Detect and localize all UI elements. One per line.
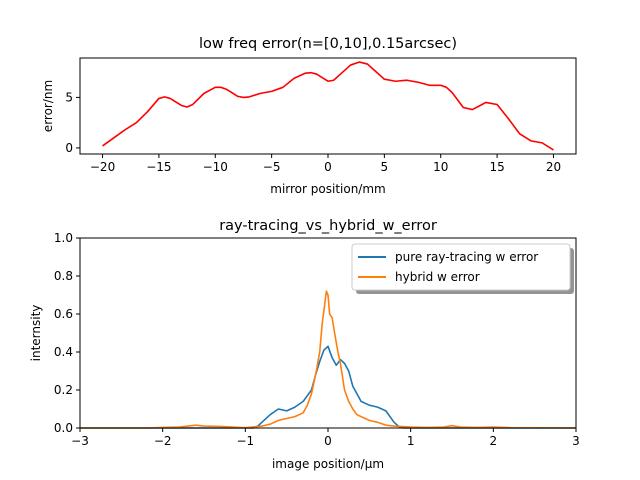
x-tick-label: −3 [71, 434, 89, 448]
x-tick-label: −1 [236, 434, 254, 448]
chart-panel-ray-tracing-vs-hybrid: ray-tracing_vs_hybrid_w_error internsity… [29, 218, 580, 471]
legend-label-pure-ray-tracing: pure ray-tracing w error [395, 250, 538, 264]
series-line-0 [102, 61, 554, 151]
x-tick-label: 15 [489, 160, 504, 174]
y-axis-label-group: error/nm [41, 80, 55, 132]
x-tick-group: −20 −15 −10 −5 0 5 10 15 20 [90, 154, 561, 174]
y-tick-label: 0.2 [54, 383, 73, 397]
y-tick-group: 05 [65, 90, 80, 155]
series-lines [80, 290, 577, 429]
chart-title: ray-tracing_vs_hybrid_w_error [219, 218, 437, 234]
x-tick-label: −15 [146, 160, 171, 174]
y-tick-label: 0.4 [54, 345, 73, 359]
x-tick-label: −20 [90, 160, 115, 174]
legend: pure ray-tracing w error hybrid w error [351, 243, 574, 294]
chart-panel-low-freq-error: low freq error(n=[0,10],0.15arcsec) erro… [41, 36, 577, 196]
legend-box [351, 243, 571, 291]
x-tick-label: −10 [203, 160, 228, 174]
y-tick-label: 1.0 [54, 231, 73, 245]
plot-frame [79, 57, 577, 155]
x-tick-group: −3 −2 −1 0 1 2 3 [71, 428, 580, 448]
y-tick-label: 0.0 [54, 421, 73, 435]
y-tick-group: 0.0 0.2 0.4 0.6 0.8 1.0 [54, 231, 80, 435]
x-tick-label: 3 [572, 434, 580, 448]
x-tick-label: 10 [433, 160, 448, 174]
x-tick-label: 1 [407, 434, 415, 448]
y-tick-label: 5 [65, 90, 73, 104]
x-axis-label: mirror position/mm [270, 182, 385, 196]
series-lines [102, 61, 554, 151]
x-tick-label: −5 [263, 160, 281, 174]
y-tick-label: 0.8 [54, 269, 73, 283]
x-tick-label: −2 [154, 434, 172, 448]
legend-label-hybrid: hybrid w error [395, 270, 480, 284]
chart-title: low freq error(n=[0,10],0.15arcsec) [199, 36, 457, 52]
x-axis-label: image position/μm [272, 457, 384, 471]
y-tick-label: 0 [65, 141, 73, 155]
y-axis-label: error/nm [41, 80, 55, 132]
series-line-pure-ray-tracing-w-error [80, 345, 576, 429]
plot-frame [79, 237, 577, 429]
y-axis-label: internsity [29, 305, 43, 362]
x-tick-label: 5 [381, 160, 389, 174]
x-tick-label: 20 [546, 160, 561, 174]
series-line-hybrid-w-error [80, 290, 577, 429]
x-tick-label: 0 [324, 434, 332, 448]
x-tick-label: 2 [490, 434, 498, 448]
y-axis-label-group: internsity [29, 305, 43, 362]
y-tick-label: 0.6 [54, 307, 73, 321]
x-tick-label: 0 [324, 160, 332, 174]
